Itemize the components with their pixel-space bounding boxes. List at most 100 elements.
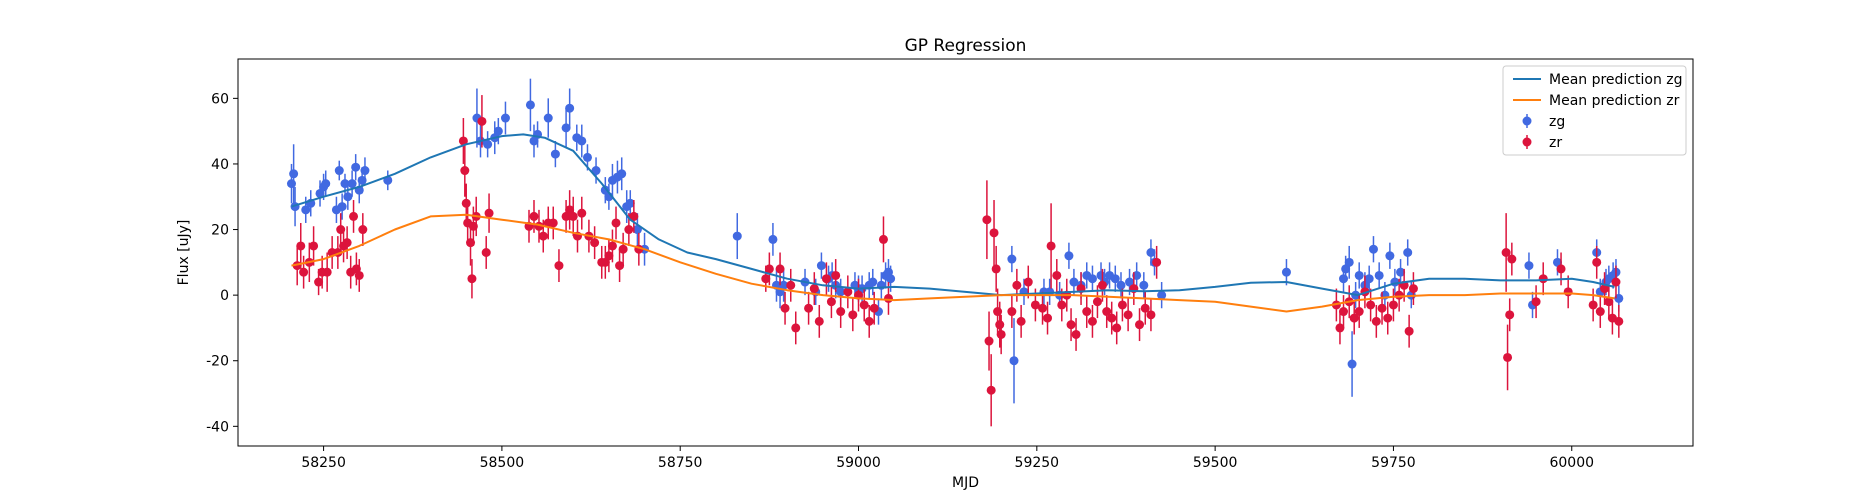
- legend-marker-swatch: [1522, 137, 1532, 147]
- data-point: [493, 126, 503, 136]
- data-point: [1071, 329, 1081, 339]
- data-point: [1007, 307, 1017, 317]
- data-point: [1556, 264, 1566, 274]
- data-point: [322, 267, 332, 277]
- data-point: [624, 225, 634, 235]
- data-point: [1552, 257, 1562, 267]
- data-point: [343, 192, 353, 202]
- y-axis-label: Flux [uJy]: [176, 220, 192, 286]
- data-point: [878, 234, 888, 244]
- x-axis-label: MJD: [952, 475, 979, 491]
- data-point: [1344, 257, 1354, 267]
- data-point: [467, 274, 477, 284]
- data-point: [529, 211, 539, 221]
- series-line-mean-prediction-zr: [291, 213, 1615, 313]
- data-point: [565, 103, 575, 113]
- data-point: [761, 274, 771, 284]
- data-point: [1102, 307, 1112, 317]
- plot-area: [286, 78, 1624, 427]
- data-point: [296, 241, 306, 251]
- data-point: [483, 139, 493, 149]
- data-point: [1403, 248, 1413, 257]
- data-point: [481, 248, 491, 257]
- data-point: [1066, 320, 1076, 330]
- data-point: [864, 316, 874, 326]
- data-point: [869, 303, 879, 313]
- data-point: [314, 277, 324, 287]
- data-point: [779, 280, 789, 290]
- data-point: [354, 270, 364, 280]
- data-point: [1112, 323, 1122, 333]
- data-point: [1030, 300, 1040, 310]
- data-point: [982, 215, 992, 225]
- data-point: [883, 293, 893, 303]
- legend-label: Mean prediction zr: [1549, 93, 1680, 109]
- data-point: [1023, 277, 1033, 287]
- data-point: [358, 225, 368, 235]
- x-tick-label: 59500: [1193, 455, 1238, 471]
- data-point: [529, 136, 539, 146]
- data-point: [1043, 313, 1053, 323]
- data-point: [859, 300, 869, 310]
- x-axis: 58250 58500 58750 59000 59250 59500 59750 60000: [301, 446, 1594, 471]
- data-point: [607, 241, 617, 251]
- data-point: [561, 211, 571, 221]
- data-point: [732, 231, 742, 241]
- data-point: [577, 208, 587, 218]
- data-point: [1082, 307, 1092, 317]
- data-point: [1107, 313, 1117, 323]
- data-point: [561, 123, 571, 133]
- data-point: [1563, 287, 1573, 297]
- data-point: [1339, 274, 1349, 284]
- data-point: [996, 329, 1006, 339]
- data-point: [1152, 257, 1162, 267]
- data-point: [1341, 264, 1351, 274]
- data-point: [1125, 277, 1135, 287]
- data-point: [315, 188, 325, 198]
- data-point: [286, 179, 296, 189]
- y-tick-label: -20: [206, 354, 229, 370]
- data-point: [617, 169, 627, 179]
- data-point: [1038, 303, 1048, 313]
- data-point: [989, 228, 999, 238]
- data-point: [543, 113, 553, 123]
- axes-frame: [237, 58, 1694, 447]
- data-point: [1383, 313, 1393, 323]
- x-tick-label: 59750: [1371, 455, 1416, 471]
- data-point: [1592, 257, 1602, 267]
- data-point: [868, 277, 878, 287]
- data-point: [1116, 280, 1126, 290]
- data-point: [548, 218, 558, 228]
- data-point: [843, 287, 853, 297]
- data-point: [1394, 290, 1404, 300]
- legend-marker-swatch: [1522, 116, 1532, 126]
- data-point: [991, 264, 1001, 274]
- data-point: [1377, 303, 1387, 313]
- data-point: [337, 202, 347, 212]
- data-point: [1123, 310, 1133, 320]
- data-point: [848, 310, 858, 320]
- data-point: [804, 303, 814, 313]
- x-tick-label: 58750: [658, 455, 703, 471]
- data-point: [1588, 300, 1598, 310]
- data-point: [299, 267, 309, 277]
- y-tick-label: 0: [220, 288, 229, 304]
- series-zg: [286, 78, 1624, 404]
- data-point: [1096, 270, 1106, 280]
- y-axis: -40 -20 0 20 40 60: [206, 91, 238, 435]
- data-point: [604, 251, 614, 261]
- data-point: [993, 307, 1003, 317]
- data-point: [1057, 300, 1067, 310]
- data-point: [786, 280, 796, 290]
- x-tick-label: 58500: [480, 455, 525, 471]
- data-point: [780, 303, 790, 313]
- legend-entry: Mean prediction zr: [1513, 93, 1680, 109]
- series-zr: [292, 95, 1624, 427]
- data-point: [484, 208, 494, 218]
- legend-label: Mean prediction zg: [1549, 72, 1683, 88]
- y-tick-label: -40: [206, 419, 229, 435]
- data-point: [986, 385, 996, 395]
- data-point: [1281, 267, 1291, 277]
